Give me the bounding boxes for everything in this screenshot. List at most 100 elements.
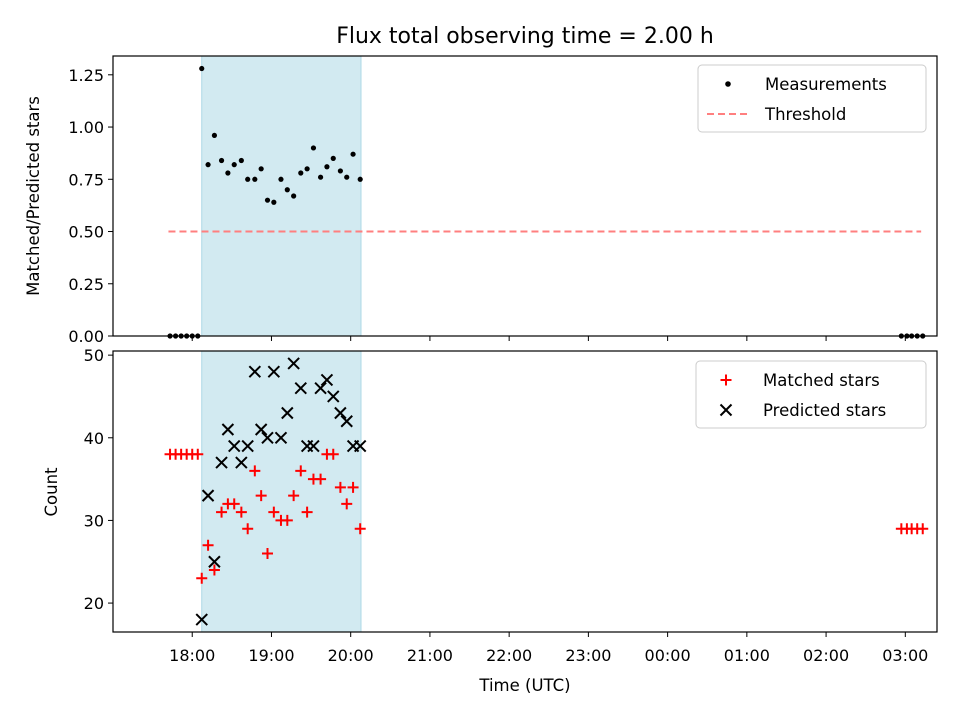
matched-star-point (235, 506, 247, 518)
top-panel: 0.00 0.25 0.50 0.75 1.00 1.25 Measurements Thre… (68, 55, 938, 346)
top-ytick-label: 1.25 (68, 66, 104, 85)
matched-star-point (288, 490, 300, 502)
predicted-star-point (307, 439, 320, 453)
top-legend-box (697, 64, 927, 133)
top-ytick-label: 1.00 (68, 118, 104, 137)
predicted-star-point (327, 390, 340, 403)
predicted-star-point (254, 423, 268, 436)
xtick-label: 19:00 (248, 646, 294, 665)
xtick-label: 23:00 (565, 646, 611, 665)
matched-star-point (354, 523, 366, 535)
matched-star-point (334, 481, 346, 493)
top-ytick-label: 0.50 (68, 223, 104, 242)
bottom-legend: Matched stars Predicted stars (695, 360, 927, 429)
measurement-point (310, 145, 317, 151)
matched-star-point (327, 448, 339, 460)
measurement-point (218, 157, 225, 164)
top-observing-band (201, 55, 362, 337)
measurement-point (199, 65, 205, 72)
xtick-label: 00:00 (645, 646, 691, 665)
top-ytick-label: 0.75 (68, 170, 104, 189)
measurement-point (298, 170, 304, 176)
matched-star-point (347, 481, 359, 493)
matched-star-point (255, 490, 267, 502)
predicted-star-point (221, 423, 235, 436)
top-frame (112, 55, 938, 337)
matched-star-point (295, 465, 307, 477)
measurement-point (330, 155, 336, 161)
matched-star-point (268, 506, 280, 518)
predicted-star-point (228, 439, 241, 453)
legend-threshold-label: Threshold (764, 105, 846, 124)
matched-star-point (281, 514, 293, 526)
legend-measurements-label: Measurements (765, 75, 887, 94)
xtick-label: 01:00 (724, 646, 770, 665)
bottom-ytick-label: 40 (84, 429, 104, 448)
matched-star-point (249, 465, 261, 477)
matched-star-point (242, 523, 254, 535)
predicted-star-point (215, 456, 228, 469)
xtick-label: 03:00 (882, 646, 928, 665)
legend-matched-marker (720, 374, 732, 386)
matched-star-point (917, 523, 929, 535)
measurement-point (278, 176, 284, 182)
matched-star-point (208, 564, 220, 576)
bottom-ytick-label: 50 (84, 346, 104, 365)
chart-title: Flux total observing time = 2.00 h (336, 24, 714, 49)
bottom-y-axis-label: Count (42, 467, 61, 517)
measurement-point (231, 162, 237, 168)
predicted-star-point (314, 381, 327, 395)
predicted-star-point (201, 489, 215, 502)
predicted-star-point (281, 406, 294, 420)
legend-matched-label: Matched stars (763, 371, 880, 390)
predicted-star-point (274, 431, 288, 444)
predicted-star-point (248, 365, 262, 378)
measurement-point (252, 176, 258, 182)
xtick-label: 02:00 (803, 646, 849, 665)
xtick-label: 22:00 (486, 646, 532, 665)
matched-star-point (301, 506, 313, 518)
measurement-point (337, 168, 343, 174)
measurement-point (324, 164, 330, 170)
predicted-star-point (261, 431, 274, 444)
matched-star-point (228, 498, 240, 510)
matched-star-point (262, 547, 273, 559)
measurement-point (271, 199, 277, 205)
top-ytick-label: 0.00 (68, 327, 104, 346)
measurement-point (264, 197, 271, 203)
predicted-star-point (340, 415, 353, 428)
legend-predicted-marker (719, 403, 733, 417)
predicted-star-point (334, 406, 347, 420)
matched-star-point (341, 498, 353, 510)
measurement-point (225, 170, 231, 176)
bottom-frame (112, 350, 938, 633)
measurement-point (317, 174, 324, 180)
top-ytick-label: 0.25 (68, 275, 104, 294)
bottom-ytick-label: 20 (84, 594, 104, 613)
measurement-point (245, 176, 251, 182)
measurement-point (304, 166, 310, 172)
xtick-label: 20:00 (328, 646, 374, 665)
xtick-label: 21:00 (407, 646, 453, 665)
predicted-star-point (267, 365, 281, 378)
xtick-label: 18:00 (169, 646, 215, 665)
predicted-star-point (235, 456, 248, 469)
legend-predicted-label: Predicted stars (763, 401, 886, 420)
matched-star-point (192, 448, 204, 460)
measurement-point (284, 187, 290, 193)
measurement-point (344, 174, 350, 180)
measurement-point (350, 151, 356, 157)
predicted-star-point (208, 555, 221, 568)
matched-star-point (315, 473, 327, 485)
measurement-point (291, 193, 297, 199)
bottom-panel: 20 30 40 50 18:00 19:00 20:00 21:00 22:00 23:00 00… (84, 346, 938, 665)
predicted-star-point (294, 381, 307, 395)
legend-measurements-marker (725, 81, 731, 87)
measurement-point (238, 157, 244, 164)
measurement-point (211, 132, 218, 139)
measurement-point (205, 162, 211, 168)
matched-star-point (202, 539, 214, 551)
bottom-ytick-label: 30 (84, 511, 104, 530)
measurement-point (357, 176, 363, 182)
predicted-star-point (320, 373, 334, 387)
